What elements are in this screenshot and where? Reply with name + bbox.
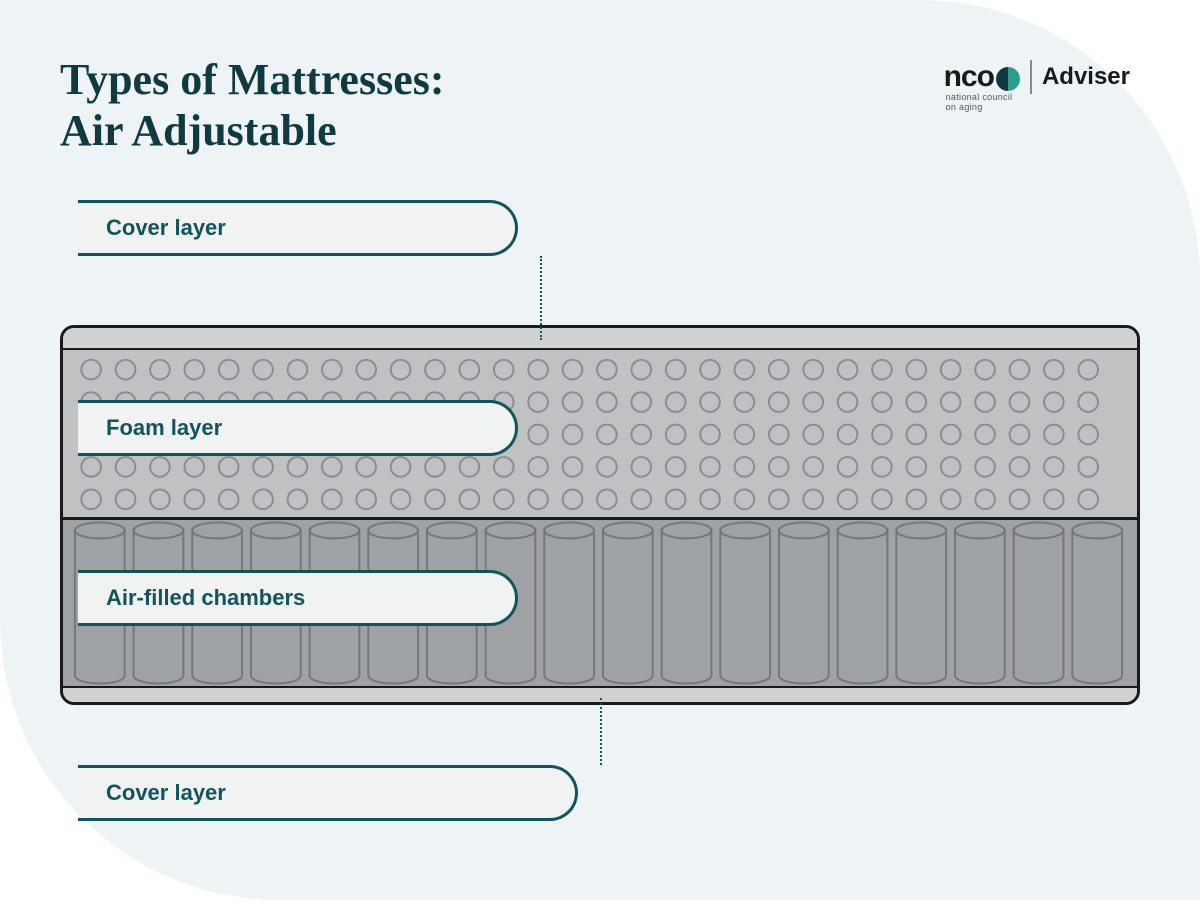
mattress-cross-section [60, 325, 1140, 705]
connector-cover-bot [600, 698, 602, 765]
label-cover-bot: Cover layer [78, 765, 578, 821]
logo-text: nco [944, 60, 1020, 94]
brand-logo: nco national council on aging Adviser [944, 60, 1130, 94]
label-air: Air-filled chambers [78, 570, 518, 626]
logo-divider [1030, 60, 1032, 94]
logo-suffix: Adviser [1042, 63, 1130, 91]
logo-tagline: national council on aging [946, 92, 1020, 112]
logo-brand-text: nco [944, 60, 994, 94]
label-foam: Foam layer [78, 400, 518, 456]
logo-swirl-icon [996, 67, 1020, 91]
label-cover-top: Cover layer [78, 200, 518, 256]
connector-cover-top [540, 256, 542, 340]
page-title: Types of Mattresses: Air Adjustable [60, 55, 445, 156]
diagram-stage: Cover layer Foam layer Air-filled chambers… [60, 200, 1140, 840]
layer-cover-top [63, 328, 1137, 350]
